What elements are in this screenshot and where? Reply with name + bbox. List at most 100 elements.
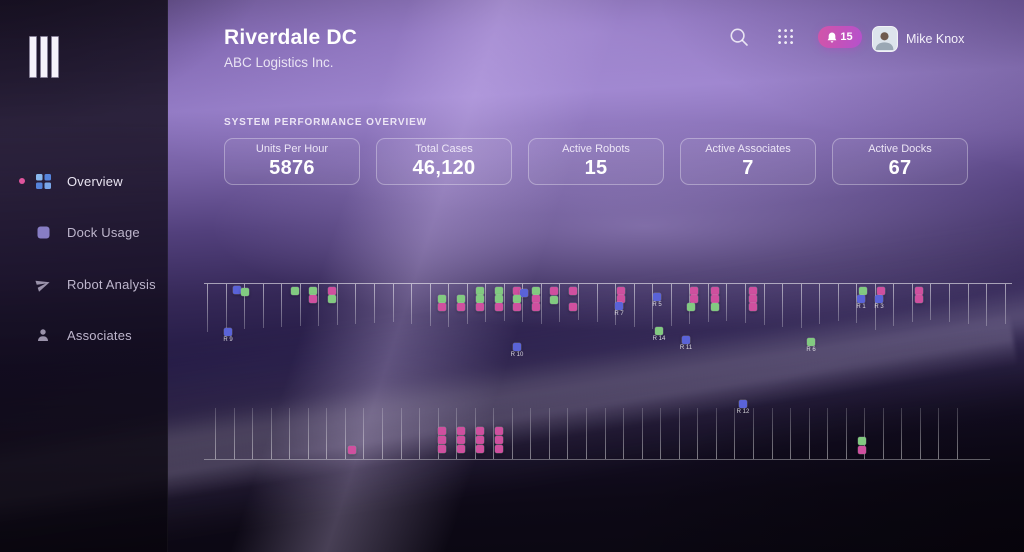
dock-chip-p[interactable] [749,295,757,303]
dock-chip-p[interactable] [690,287,698,295]
dock-chip-g[interactable] [495,295,503,303]
dock-chip-g[interactable] [328,295,336,303]
stat-card-units-per-hour: Units Per Hour 5876 [224,138,360,185]
dock-chip-g[interactable] [550,296,558,304]
dock-chip-b[interactable] [857,295,865,303]
dock-chip-p[interactable] [550,287,558,295]
dock-chip-b[interactable] [224,328,232,336]
dock-chip-p[interactable] [569,287,577,295]
sidebar-item-associates[interactable]: Associates [0,324,168,346]
dock-chip-p[interactable] [749,303,757,311]
dock-chip-p[interactable] [915,295,923,303]
dock-chip-g[interactable] [309,287,317,295]
dock-chip-p[interactable] [495,303,503,311]
dock-chip-p[interactable] [513,303,521,311]
dock-chip-g[interactable] [655,327,663,335]
dock-chip-b[interactable] [739,400,747,408]
stat-label: Active Docks [868,143,932,155]
dock-chip-p[interactable] [495,445,503,453]
sidebar-item-robot-analysis[interactable]: Robot Analysis [0,273,168,295]
stat-cards-row: Units Per Hour 5876 Total Cases 46,120 A… [224,138,968,185]
dock-chip-g[interactable] [438,295,446,303]
dock-chip-p[interactable] [495,427,503,435]
avatar[interactable] [872,26,898,52]
dock-line [957,408,958,459]
dock-chip-p[interactable] [915,287,923,295]
dock-chip-b[interactable] [615,302,623,310]
dock-chip-g[interactable] [495,287,503,295]
dock-chip-p[interactable] [457,303,465,311]
dock-line [373,284,375,323]
dock-chip-p[interactable] [617,287,625,295]
dock-chip-g[interactable] [241,288,249,296]
stat-label: Units Per Hour [255,143,329,155]
logo-bar [40,36,48,78]
dock-chip-g[interactable] [291,287,299,295]
apps-grid-icon[interactable] [778,29,793,44]
dock-chip-g[interactable] [711,303,719,311]
dock-chip-g[interactable] [687,303,695,311]
logo-bar [51,36,59,78]
dock-chip-p[interactable] [457,427,465,435]
dock-chip-b[interactable] [875,295,883,303]
dock-line [623,408,625,459]
dock-line [744,284,746,323]
sidebar-item-label: Associates [67,327,132,343]
dock-chip-p[interactable] [532,303,540,311]
dock-chip-g[interactable] [476,287,484,295]
dock-chip-g[interactable] [457,295,465,303]
dock-chip-g[interactable] [513,295,521,303]
sidebar-item-overview[interactable]: Overview [0,170,168,192]
page-header: Riverdale DC ABC Logistics Inc. [224,26,357,70]
dock-chip-p[interactable] [749,287,757,295]
notifications-badge[interactable]: 15 [818,26,862,48]
dock-chip-p[interactable] [569,303,577,311]
dock-chip-p[interactable] [438,445,446,453]
dock-line [800,284,802,328]
dock-chip-p[interactable] [457,436,465,444]
dock-chip-p[interactable] [438,303,446,311]
app-logo [29,36,59,78]
dock-chip-label: R 11 [679,345,693,351]
dock-chip-p[interactable] [309,295,317,303]
dock-line [281,284,283,327]
dock-line [429,284,431,326]
dock-chip-p[interactable] [858,446,866,454]
dock-chip-b[interactable] [513,343,521,351]
dock-chip-p[interactable] [438,427,446,435]
dock-chip-p[interactable] [711,287,719,295]
dock-chip-p[interactable] [348,446,356,454]
user-name[interactable]: Mike Knox [906,32,965,46]
dock-chip-p[interactable] [476,436,484,444]
dock-chip-p[interactable] [476,303,484,311]
dock-chip-p[interactable] [690,295,698,303]
stat-label: Active Robots [562,143,630,155]
dock-axis-top [204,283,1012,284]
dock-chip-g[interactable] [807,338,815,346]
dock-chip-b[interactable] [682,336,690,344]
dock-chip-p[interactable] [476,445,484,453]
dock-chip-b[interactable] [653,293,661,301]
dock-chip-g[interactable] [859,287,867,295]
dock-chip-g[interactable] [476,295,484,303]
sidebar-item-dock-usage[interactable]: Dock Usage [0,221,168,243]
dock-chip-p[interactable] [711,295,719,303]
dock-chip-b[interactable] [520,289,528,297]
dock-chip-g[interactable] [858,437,866,445]
stat-card-active-robots: Active Robots 15 [528,138,664,185]
dock-chip-p[interactable] [877,287,885,295]
dock-line [567,408,569,459]
dock-chip-b[interactable] [233,286,241,294]
dock-chip-p[interactable] [495,436,503,444]
dock-chip-p[interactable] [438,436,446,444]
dock-chip-p[interactable] [457,445,465,453]
dock-chip-p[interactable] [328,287,336,295]
dock-line [967,284,969,324]
dock-chip-p[interactable] [532,295,540,303]
dock-line [882,408,884,459]
dock-line [511,408,513,459]
search-button[interactable] [729,27,749,47]
dock-chip-p[interactable] [476,427,484,435]
dock-chip-g[interactable] [532,287,540,295]
